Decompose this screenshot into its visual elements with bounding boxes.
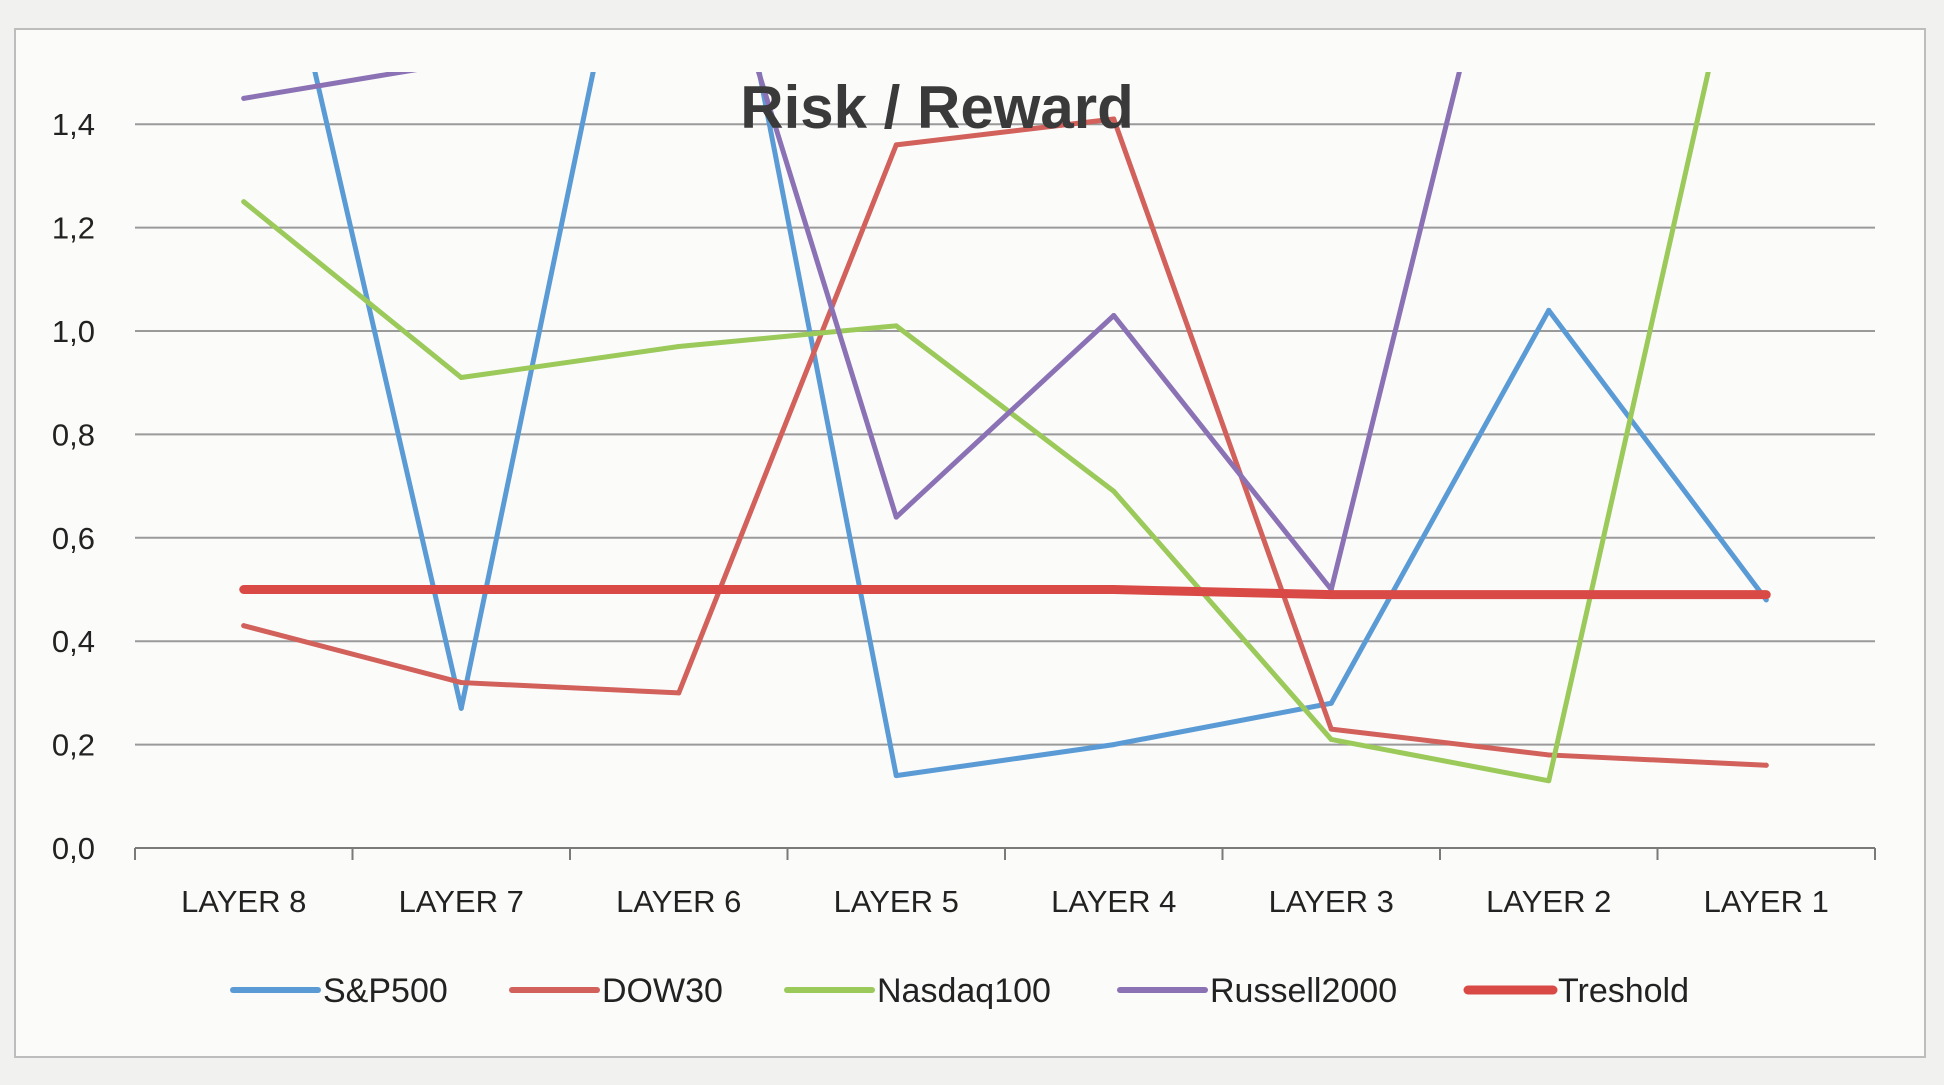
y-tick-label: 1,2 [52, 211, 95, 246]
data-point [241, 199, 247, 205]
data-point [1546, 752, 1552, 758]
series-lines [239, 60, 1771, 784]
data-point [893, 142, 899, 148]
y-tick-label: 1,4 [52, 107, 95, 142]
series-line [312, 72, 1769, 779]
x-tick-label: LAYER 8 [181, 884, 306, 919]
data-point [1762, 591, 1770, 599]
data-point [1546, 778, 1552, 784]
data-point [1110, 586, 1118, 593]
y-tick-label: 1,0 [52, 314, 95, 349]
data-point [1763, 762, 1769, 768]
legend: S&P500 DOW30 Nasdaq100 Russell2000 Treshold [230, 972, 1689, 1010]
series-treshold [239, 585, 1771, 600]
data-point [1327, 591, 1335, 599]
x-tick-label: LAYER 5 [834, 884, 959, 919]
data-point [458, 705, 464, 711]
x-tick-label: LAYER 4 [1051, 884, 1176, 919]
data-point [676, 344, 682, 350]
data-point [675, 586, 683, 593]
legend-label: DOW30 [602, 972, 723, 1010]
series-dow30 [241, 116, 1769, 768]
data-point [893, 514, 899, 520]
axes: 0,0 0,2 0,4 0,6 0,8 1,0 1,2 1,4 LAYER 8 LAYER 7 LA… [52, 107, 1876, 919]
data-point [241, 95, 247, 101]
legend-label: Treshold [1558, 972, 1689, 1010]
series-s-p500 [312, 72, 1769, 779]
data-point [457, 586, 465, 593]
data-point [1545, 591, 1553, 599]
data-point [459, 60, 464, 65]
data-point [240, 586, 248, 593]
y-tick-label: 0,8 [52, 417, 95, 452]
series-nasdaq100 [241, 72, 1711, 784]
series-line [239, 585, 1771, 600]
data-point [1328, 736, 1334, 742]
data-point [892, 586, 900, 593]
data-point [1111, 488, 1117, 494]
chart-area [14, 28, 1926, 1058]
data-point [1328, 726, 1334, 732]
x-tick-label: LAYER 3 [1269, 884, 1394, 919]
legend-label: Nasdaq100 [877, 972, 1051, 1010]
y-tick-label: 0,0 [52, 831, 95, 866]
legend-label: Russell2000 [1210, 972, 1397, 1010]
x-tick-label: LAYER 1 [1704, 884, 1829, 919]
data-point [1328, 700, 1334, 706]
legend-label: S&P500 [323, 972, 448, 1010]
data-point [893, 773, 899, 779]
data-point [1111, 312, 1117, 318]
data-point [1546, 307, 1552, 313]
gridlines [135, 123, 1875, 746]
y-tick-label: 0,4 [52, 624, 95, 659]
data-point [1111, 742, 1117, 748]
data-point [893, 323, 899, 329]
data-point [241, 623, 247, 629]
data-point [458, 680, 464, 686]
series-russell2000 [241, 60, 1462, 592]
y-tick-label: 0,2 [52, 728, 95, 763]
x-tick-label: LAYER 6 [616, 884, 741, 919]
y-tick-label: 0,6 [52, 521, 95, 556]
x-tick-label: LAYER 7 [399, 884, 524, 919]
data-point [458, 375, 464, 381]
data-point [676, 690, 682, 696]
data-point [1111, 116, 1117, 122]
series-line [241, 116, 1769, 768]
chart-title: Risk / Reward [740, 74, 1134, 141]
x-tick-label: LAYER 2 [1486, 884, 1611, 919]
series-line [241, 72, 1711, 784]
